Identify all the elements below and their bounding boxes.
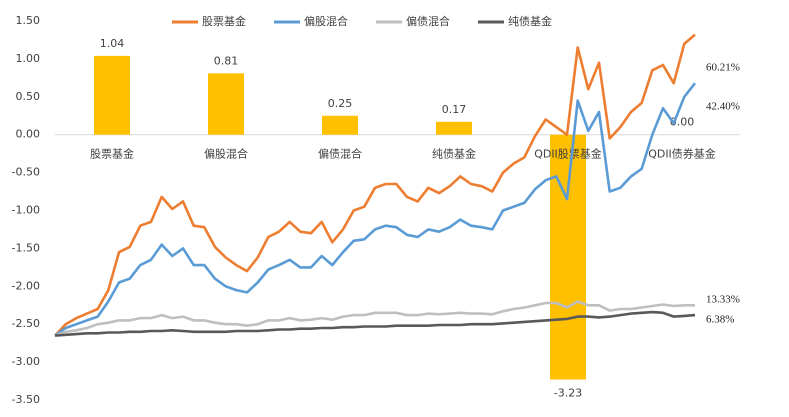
y-tick-label: 1.50	[16, 14, 41, 27]
bar	[94, 55, 130, 135]
bar	[322, 115, 358, 135]
end-label: 60.21%	[706, 62, 740, 74]
bar	[208, 73, 244, 135]
y-tick-label: 0.50	[16, 90, 41, 103]
end-label: 42.40%	[706, 101, 740, 113]
x-tick-label: 纯债基金	[432, 147, 476, 161]
y-tick-label: 1.00	[16, 52, 41, 65]
x-tick-label: 股票基金	[90, 147, 134, 161]
x-tick-label: QDII股票基金	[534, 147, 602, 161]
value-label: 0.81	[214, 54, 239, 67]
y-tick-label: -2.00	[12, 279, 40, 292]
end-label: 6.38%	[706, 314, 734, 326]
x-tick-label: 偏股混合	[204, 147, 248, 161]
line	[54, 300, 695, 337]
line	[54, 33, 696, 337]
y-tick-label: -3.00	[12, 355, 40, 368]
value-label: -3.23	[554, 387, 582, 400]
legend-label: 股票基金	[202, 14, 246, 28]
line	[54, 310, 696, 337]
value-label: 0.25	[328, 97, 353, 110]
end-label: 13.33%	[706, 294, 740, 306]
y-tick-label: -1.50	[12, 241, 40, 254]
x-tick-label: QDII债券基金	[648, 147, 716, 161]
legend-label: 偏股混合	[304, 14, 348, 28]
y-tick-label: 0.00	[16, 128, 41, 141]
value-label: 1.04	[100, 37, 125, 50]
legend-label: 纯债基金	[508, 14, 552, 28]
x-tick-label: 偏债混合	[318, 147, 362, 161]
y-tick-label: -0.50	[12, 166, 40, 179]
y-tick-label: -2.50	[12, 317, 40, 330]
y-tick-label: -3.50	[12, 393, 40, 406]
legend-label: 偏债混合	[406, 14, 450, 28]
bar	[550, 134, 586, 380]
line	[54, 82, 697, 337]
value-label: 0.17	[442, 103, 467, 116]
y-tick-label: -1.00	[12, 204, 40, 217]
bar	[436, 121, 472, 135]
